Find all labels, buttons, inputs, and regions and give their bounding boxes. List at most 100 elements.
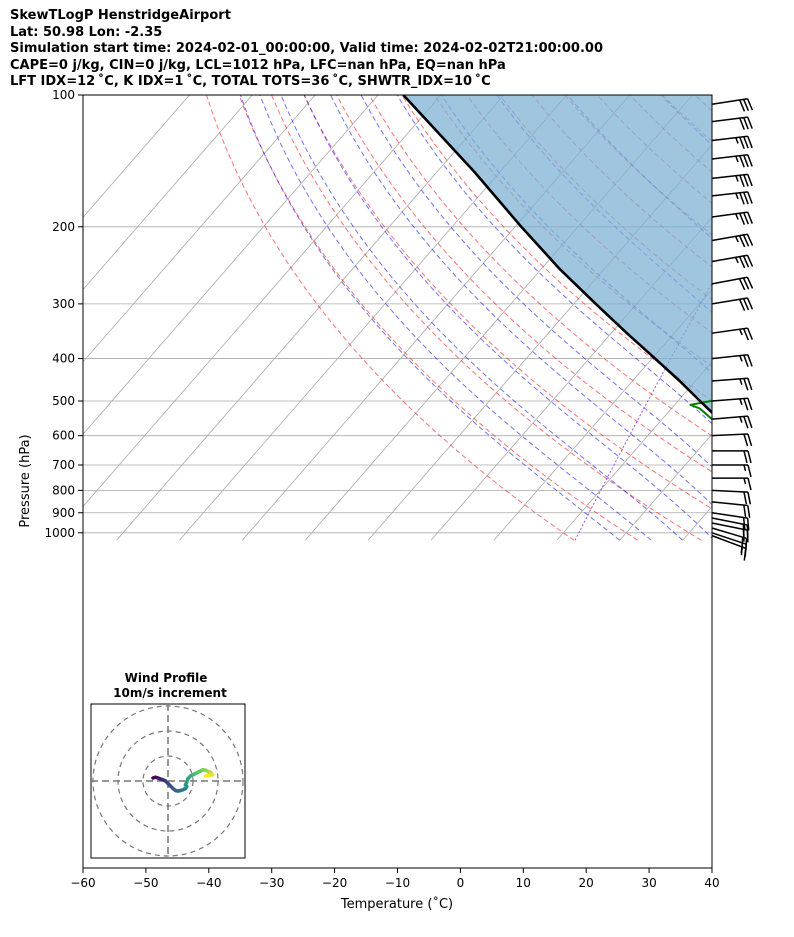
barb-flag	[747, 492, 752, 505]
dry-adiabat	[271, 95, 702, 541]
wind-barb	[711, 501, 751, 518]
wind-barb	[711, 534, 747, 561]
y-tick-label: 800	[52, 483, 75, 497]
data-layer	[402, 95, 712, 421]
isotherm	[619, 433, 712, 541]
barb-flag	[745, 538, 748, 551]
x-tick-label: −60	[70, 876, 95, 890]
moist-adiabat	[785, 95, 794, 540]
y-tick-label: 100	[52, 88, 75, 102]
y-axis-ticks: 100 200 300 400 500 600 700 800 900 1000	[44, 88, 83, 540]
barb-flag	[747, 154, 753, 167]
barb-half	[735, 137, 739, 144]
indices-line-1: CAPE=0 j/kg, CIN=0 j/kg, LCL=1012 hPa, L…	[10, 57, 506, 73]
wind-barb	[711, 297, 754, 311]
hodograph-plot	[91, 704, 245, 858]
moist-adiabat	[330, 95, 712, 506]
moist-adiabat	[280, 95, 683, 541]
barb-half	[739, 328, 743, 336]
barb-staff	[711, 532, 747, 545]
moist-adiabat	[239, 95, 621, 541]
x-tick-label: −50	[133, 876, 158, 890]
isotherm	[83, 95, 190, 218]
indices-line-2: LFT IDX=12 ˚C, K IDX=1 ˚C, TOTAL TOTS=36…	[10, 74, 491, 89]
barb-flag	[746, 327, 753, 340]
barb-flag	[747, 433, 753, 447]
barb-flag	[742, 99, 750, 112]
wind-barb	[711, 433, 753, 447]
location-line: Lat: 50.98 Lon: -2.35	[10, 24, 163, 40]
isotherm	[83, 95, 316, 363]
barb-flag	[742, 328, 750, 341]
barb-flag	[739, 192, 745, 205]
barb-half	[739, 355, 743, 362]
barb-flag	[743, 450, 748, 464]
barb-half	[734, 256, 739, 264]
chart-header: SkewTLogP HenstridgeAirport Lat: 50.98 L…	[10, 8, 603, 91]
wind-barb	[711, 173, 753, 188]
barb-flag	[746, 98, 754, 111]
barb-flag	[743, 491, 748, 505]
barb-flag	[743, 117, 749, 130]
x-tick-label: −10	[385, 876, 410, 890]
isotherm	[556, 361, 712, 541]
barb-staff	[711, 135, 748, 142]
barb-flag	[743, 504, 747, 518]
barb-half	[739, 378, 743, 385]
barb-flag	[742, 255, 750, 268]
wind-barb	[711, 154, 753, 168]
dry-adiabat	[303, 95, 712, 510]
x-axis-label: Temperature (˚C)	[340, 896, 453, 912]
y-tick-label: 300	[52, 297, 75, 311]
wind-barb	[711, 116, 753, 130]
chart-title: SkewTLogP HenstridgeAirport	[10, 8, 231, 23]
isotherm	[83, 95, 442, 508]
isotherm	[116, 95, 505, 541]
wind-barb	[712, 464, 752, 478]
wind-barb	[711, 211, 753, 225]
barb-flag	[738, 99, 746, 112]
y-tick-label: 400	[52, 352, 75, 366]
y-tick-label: 700	[52, 458, 75, 472]
barb-flag	[739, 174, 745, 188]
barb-staff	[711, 233, 748, 242]
isotherm	[83, 95, 379, 435]
wind-barb	[711, 135, 753, 150]
barb-flag	[742, 234, 750, 247]
wind-barb	[711, 517, 749, 538]
barb-staff	[711, 191, 748, 197]
wind-barb	[712, 450, 752, 464]
barb-staff	[711, 276, 748, 285]
dry-adiabat	[205, 95, 575, 541]
cin-cape-shading	[403, 95, 712, 413]
barb-flag	[746, 211, 753, 224]
barb-half	[735, 175, 739, 182]
wind-barb	[711, 527, 748, 551]
barb-flag	[743, 398, 749, 411]
barb-staff	[711, 512, 748, 519]
barb-half	[739, 398, 743, 405]
barb-flag	[738, 235, 746, 248]
dry-adiabat	[336, 95, 712, 473]
x-axis-ticks: −60 −50 −40 −30 −20 −10 0 10 20 30 40	[70, 868, 720, 890]
moist-adiabat	[259, 95, 652, 541]
wind-barb	[711, 233, 754, 248]
x-tick-label: 20	[579, 876, 594, 890]
barb-flag	[742, 517, 746, 530]
wind-barb	[711, 254, 754, 269]
barb-flag	[747, 415, 753, 429]
wind-barb	[711, 276, 754, 291]
barb-flag	[739, 155, 745, 168]
wind-barb	[711, 489, 752, 505]
barb-flag	[738, 256, 746, 269]
barb-staff	[711, 397, 748, 402]
wind-barbs	[711, 97, 754, 561]
barb-flag	[746, 525, 749, 538]
barb-half	[735, 155, 739, 163]
barb-flag	[739, 117, 745, 130]
barb-staff	[711, 522, 748, 531]
wind-barb	[711, 97, 754, 112]
barb-flag	[747, 464, 752, 478]
barb-flag	[742, 277, 750, 290]
hodograph-title: Wind Profile	[125, 671, 208, 685]
